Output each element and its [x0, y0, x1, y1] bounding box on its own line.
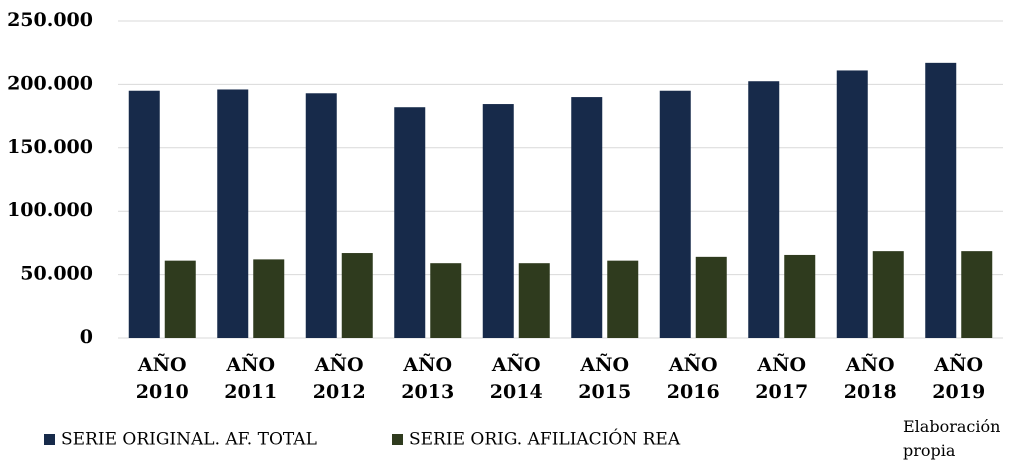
x-tick-label: AÑO 2014 — [490, 353, 543, 403]
bar — [164, 260, 196, 338]
bar — [961, 251, 993, 338]
y-tick-label: 50.000 — [20, 263, 93, 285]
legend-swatch — [44, 434, 55, 445]
x-tick-label: AÑO 2015 — [578, 353, 631, 403]
x-tick-label: AÑO 2018 — [844, 353, 897, 403]
bar — [925, 62, 957, 339]
bar — [748, 81, 780, 338]
y-tick-label: 0 — [80, 326, 93, 348]
annotation: Elaboración propia — [903, 417, 1000, 460]
bar — [872, 251, 904, 338]
bar — [341, 253, 373, 338]
x-tick-label: AÑO 2019 — [932, 353, 985, 403]
bar — [482, 104, 514, 338]
bar — [253, 259, 285, 338]
bar — [607, 260, 639, 338]
x-tick-label: AÑO 2010 — [136, 353, 189, 403]
legend-label: SERIE ORIG. AFILIACIÓN REA — [409, 429, 681, 450]
bar — [430, 263, 462, 338]
y-tick-label: 250.000 — [7, 9, 93, 31]
x-tick-label: AÑO 2012 — [313, 353, 366, 403]
bar — [836, 70, 868, 339]
bar — [518, 263, 550, 338]
y-tick-label: 200.000 — [7, 72, 93, 94]
x-tick-label: AÑO 2016 — [667, 353, 720, 403]
bar — [394, 107, 426, 338]
legend-label: SERIE ORIGINAL. AF. TOTAL — [61, 430, 317, 450]
y-tick-label: 100.000 — [7, 199, 93, 221]
x-tick-label: AÑO 2017 — [755, 353, 808, 403]
bar — [695, 256, 727, 338]
y-tick-label: 150.000 — [7, 136, 93, 158]
bar — [305, 93, 337, 338]
legend-swatch — [392, 434, 403, 445]
bar — [217, 89, 249, 338]
bar — [128, 90, 160, 339]
x-tick-label: AÑO 2011 — [224, 353, 277, 403]
bar — [659, 90, 691, 339]
bar — [784, 254, 816, 338]
x-tick-label: AÑO 2013 — [401, 353, 454, 403]
bar — [571, 97, 603, 338]
